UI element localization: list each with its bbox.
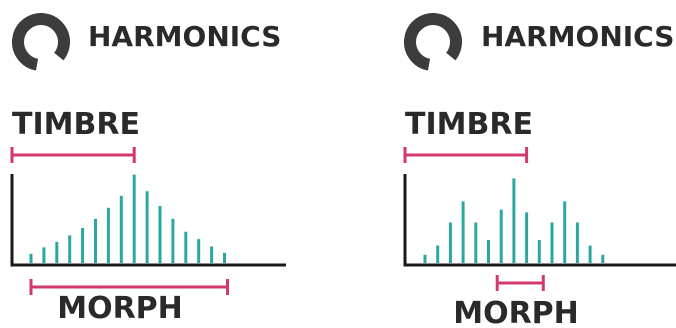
- panel-2: HARMONICS TIMBRE MORPH: [403, 13, 676, 328]
- panel-1-morph-label: MORPH: [57, 291, 183, 326]
- panel-2-timbre-bracket: [403, 147, 529, 163]
- knob-ring: [12, 13, 70, 71]
- panel-1: HARMONICS TIMBRE MORPH: [10, 13, 286, 326]
- panel-2-timbre-label: TIMBRE: [405, 107, 533, 142]
- panel-1-timbre-label: TIMBRE: [12, 107, 140, 142]
- panel-1-harmonic-bars: [29, 174, 226, 263]
- panel-2-morph-bracket: [495, 275, 545, 291]
- panel-2-axes: [403, 174, 676, 267]
- panel-2-morph-label: MORPH: [453, 296, 579, 328]
- panel-1-axes: [10, 174, 286, 267]
- panel-2-harmonic-bars: [423, 178, 605, 263]
- panel-1-title: HARMONICS: [88, 20, 281, 53]
- knob-ring: [404, 13, 463, 71]
- harmonics-knob-icon: [12, 13, 70, 71]
- panel-1-morph-bracket: [29, 279, 229, 295]
- harmonics-knob-icon: [404, 13, 463, 71]
- panel-2-title: HARMONICS: [481, 20, 674, 53]
- panel-1-timbre-bracket: [10, 147, 136, 163]
